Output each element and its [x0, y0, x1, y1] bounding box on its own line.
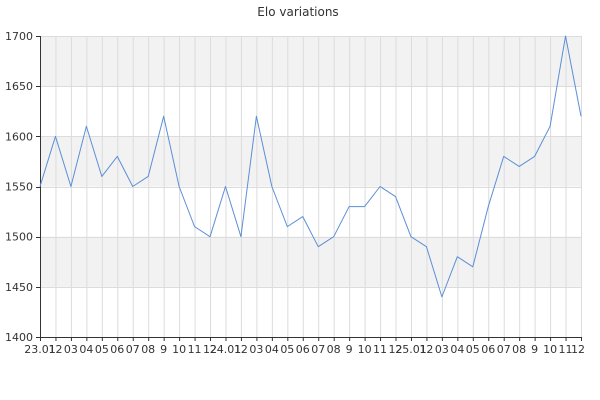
x-tick-label: 9	[531, 343, 538, 356]
x-tick-label: 07	[311, 343, 325, 356]
x-tick-label: 05	[466, 343, 480, 356]
band	[40, 36, 581, 87]
background-bands	[40, 36, 581, 287]
x-tick-label: 24.01	[210, 343, 242, 356]
y-tick-label: 1450	[5, 281, 33, 294]
x-tick-label: 11	[559, 343, 573, 356]
x-tick-label: 08	[512, 343, 526, 356]
x-tick-label: 08	[141, 343, 155, 356]
y-tick-label: 1600	[5, 130, 33, 143]
x-tick-label: 05	[280, 343, 294, 356]
x-tick-label: 25.01	[395, 343, 427, 356]
band	[40, 136, 581, 187]
x-tick-label: 10	[172, 343, 186, 356]
y-gridlines	[40, 36, 581, 338]
x-tick-label: 06	[296, 343, 310, 356]
series-line	[39, 35, 582, 298]
x-tick-label: 9	[346, 343, 353, 356]
x-tick-label: 12	[234, 343, 248, 356]
x-tick-label: 06	[110, 343, 124, 356]
x-tick-label: 12	[571, 343, 585, 356]
x-tick-label: 07	[126, 343, 140, 356]
series-elo	[39, 35, 582, 298]
x-tick-label: 12	[48, 343, 62, 356]
x-tick-label: 03	[435, 343, 449, 356]
x-tick-label: 12	[389, 343, 403, 356]
x-tick-label: 06	[481, 343, 495, 356]
x-tick-label: 12	[203, 343, 217, 356]
x-tick-label: 03	[64, 343, 78, 356]
x-tick-label: 11	[188, 343, 202, 356]
x-tick-label: 07	[497, 343, 511, 356]
y-tick-label: 1700	[5, 30, 33, 43]
band	[40, 236, 581, 287]
x-tick-label: 03	[249, 343, 263, 356]
x-tick-label: 12	[419, 343, 433, 356]
y-tick-label: 1550	[5, 181, 33, 194]
x-tick-label: 04	[450, 343, 464, 356]
chart-title: Elo variations	[257, 5, 338, 19]
y-tick-label: 1500	[5, 231, 33, 244]
x-tick-label: 11	[373, 343, 387, 356]
x-tick-label: 10	[543, 343, 557, 356]
x-tick-label: 04	[79, 343, 93, 356]
x-tick-label: 9	[160, 343, 167, 356]
y-tick-labels: 1400 1450 1500 1550 1600 1650 1700	[5, 30, 33, 344]
x-tick-label: 08	[327, 343, 341, 356]
y-tick-label: 1400	[5, 331, 33, 344]
x-tick-label: 04	[265, 343, 279, 356]
x-tick-label: 23.01	[24, 343, 56, 356]
x-tick-label: 05	[95, 343, 109, 356]
y-tick-label: 1650	[5, 80, 33, 93]
x-tick-label: 10	[358, 343, 372, 356]
